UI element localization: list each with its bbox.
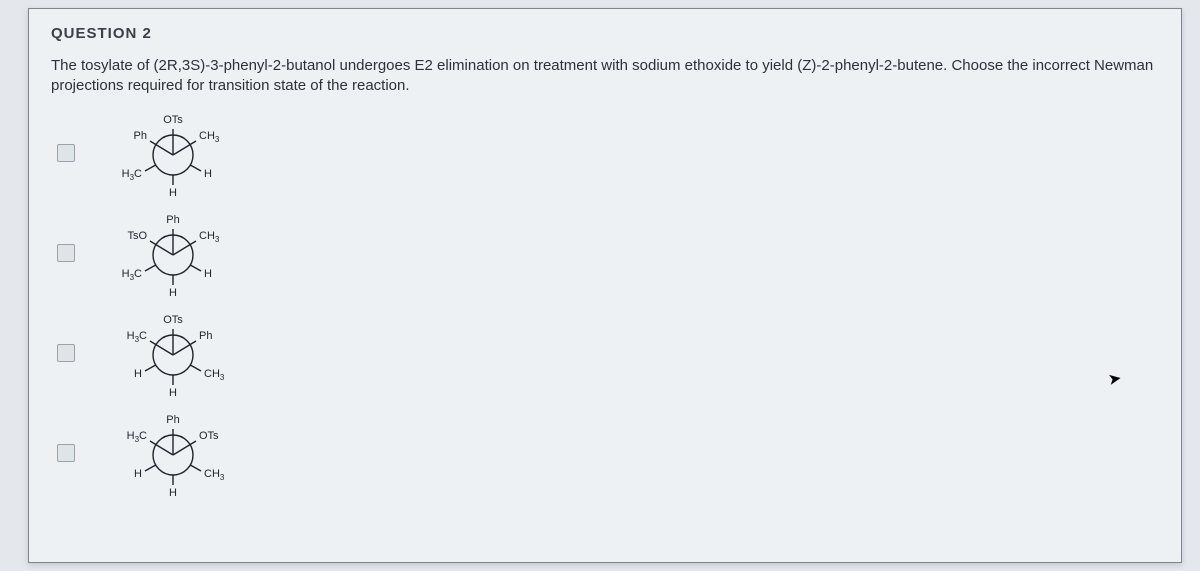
option-row[interactable]: OTs Ph CH3​ H3​C H H (57, 103, 1159, 203)
option-checkbox[interactable] (57, 144, 75, 162)
newman-projection: OTs Ph CH3​ H3​C H H (103, 105, 243, 201)
label-top: Ph (166, 414, 179, 426)
label-front-right: OTs (199, 430, 219, 442)
question-prompt: The tosylate of (2R,3S)-3-phenyl-2-butan… (51, 56, 1159, 97)
option-row[interactable]: Ph H3​C OTs H CH3​ H (57, 403, 1159, 503)
mouse-cursor-icon: ➤ (1106, 368, 1123, 390)
option-checkbox[interactable] (57, 244, 75, 262)
label-top: OTs (163, 314, 183, 326)
label-front-left: H3​C (127, 430, 147, 444)
option-checkbox[interactable] (57, 444, 75, 462)
label-back-left: H (134, 368, 142, 380)
question-number: QUESTION 2 (51, 25, 1159, 42)
label-back-right: CH3​ (204, 368, 225, 382)
newman-projection: Ph TsO CH3​ H3​C H H (103, 205, 243, 301)
options-list: OTs Ph CH3​ H3​C H H (51, 103, 1159, 503)
label-bottom: H (169, 387, 177, 399)
option-row[interactable]: Ph TsO CH3​ H3​C H H (57, 203, 1159, 303)
label-bottom: H (169, 287, 177, 299)
label-front-right: Ph (199, 330, 212, 342)
question-card: QUESTION 2 The tosylate of (2R,3S)-3-phe… (28, 8, 1182, 563)
label-bottom: H (169, 487, 177, 499)
label-back-left: H (134, 468, 142, 480)
label-back-right: H (204, 168, 212, 180)
label-front-right: CH3​ (199, 230, 220, 244)
label-top: OTs (163, 114, 183, 126)
label-front-left: H3​C (127, 330, 147, 344)
option-row[interactable]: OTs H3​C Ph H CH3​ H (57, 303, 1159, 403)
newman-projection: Ph H3​C OTs H CH3​ H (103, 405, 243, 501)
label-back-left: H3​C (122, 268, 142, 282)
label-back-right: CH3​ (204, 468, 225, 482)
label-front-right: CH3​ (199, 130, 220, 144)
label-top: Ph (166, 214, 179, 226)
option-checkbox[interactable] (57, 344, 75, 362)
label-front-left: Ph (134, 130, 147, 142)
label-front-left: TsO (127, 230, 147, 242)
label-back-right: H (204, 268, 212, 280)
newman-projection: OTs H3​C Ph H CH3​ H (103, 305, 243, 401)
label-back-left: H3​C (122, 168, 142, 182)
label-bottom: H (169, 187, 177, 199)
